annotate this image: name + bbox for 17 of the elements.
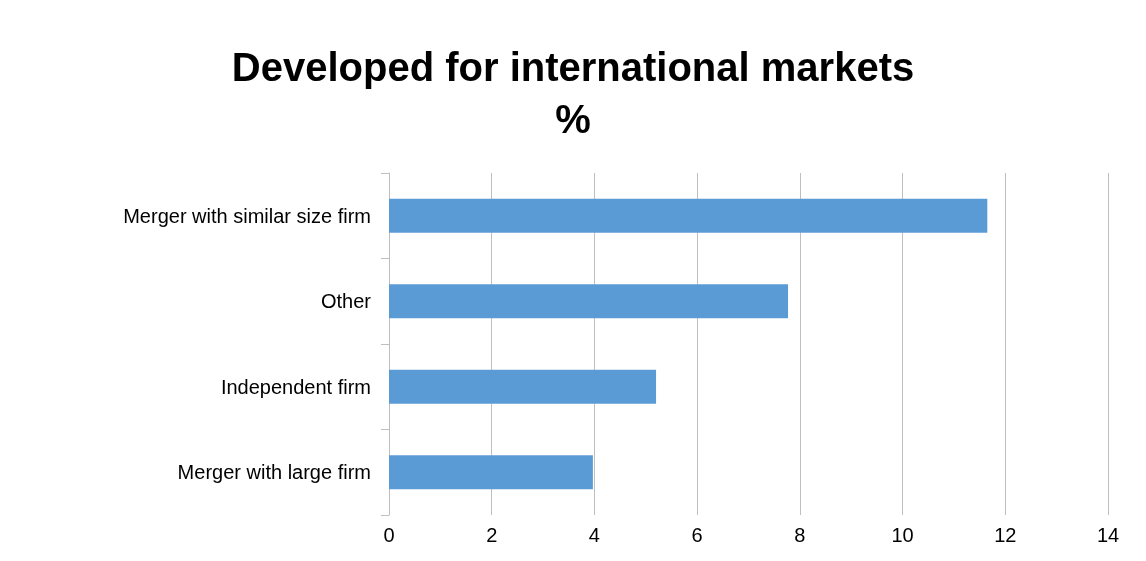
y-tick-label: Merger with large firm [177,461,371,484]
bar [389,284,789,319]
chart-title: Developed for international markets % [231,45,915,141]
x-tick-label: 2 [486,524,498,546]
y-tick-label: Independent firm [220,375,371,398]
x-tick-label: 12 [994,524,1017,546]
y-tick-label: Other [320,290,372,313]
x-tick-label: 8 [794,524,806,546]
bar [389,455,593,490]
x-tick-label: 6 [691,524,703,546]
x-tick-label: 14 [1096,524,1120,546]
y-tick-label: Merger with similar size firm [123,204,371,227]
bar [389,198,988,233]
x-tick-label: 0 [383,524,395,546]
bar [389,369,657,404]
x-tick-label: 4 [588,524,600,546]
x-tick-label: 10 [891,524,914,546]
